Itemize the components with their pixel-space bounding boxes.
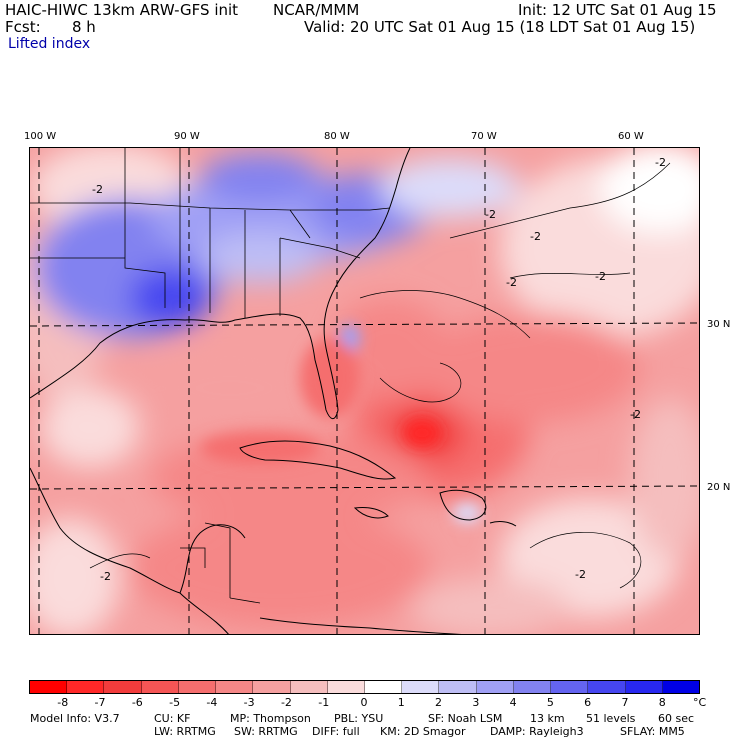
init-time: Init: 12 UTC Sat 01 Aug 15: [518, 1, 717, 19]
lon-label-90w: 90 W: [174, 131, 200, 142]
colorbar-tick-label: -1: [318, 696, 330, 709]
colorbar-segment: [364, 681, 403, 693]
field-detail: [200, 324, 481, 523]
colorbar-segment: [513, 681, 552, 693]
colorbar-segment: [476, 681, 514, 693]
colorbar-tick-label: 1: [397, 696, 405, 709]
surface-scheme: SF: Noah LSM: [428, 712, 503, 725]
colorbar-tick-label: 2: [435, 696, 443, 709]
forecast-label: Fcst:: [5, 18, 41, 36]
colorbar-segment: [662, 681, 699, 693]
colorbar-segment: [625, 681, 663, 693]
lifted-index-map: -2 -2 -2 -2 -2 -2 -2 -2 -2: [30, 148, 699, 634]
organization-label: NCAR/MMM: [273, 1, 360, 19]
colorbar-tick-label: -3: [243, 696, 255, 709]
contour-label: -2: [575, 568, 586, 581]
contour-label: -2: [530, 230, 541, 243]
model-version: Model Info: V3.7: [30, 712, 120, 725]
colorbar-segment: [439, 681, 477, 693]
colorbar-tick-label: -7: [94, 696, 106, 709]
colorbar-tick-label: 8: [658, 696, 666, 709]
contour-lines: [89, 162, 671, 589]
vertical-levels: 51 levels: [586, 712, 636, 725]
lon-label-80w: 80 W: [324, 131, 350, 142]
colorbar-tick-label: -5: [169, 696, 181, 709]
colorbar-segment: [551, 681, 589, 693]
diffusion-option: DIFF: full: [312, 725, 360, 738]
colorbar-tick-label: -4: [206, 696, 218, 709]
colorbar: [29, 680, 700, 694]
map-panel: -2 -2 -2 -2 -2 -2 -2 -2 -2: [29, 147, 700, 635]
contour-label: -2: [595, 270, 606, 283]
lon-label-60w: 60 W: [618, 131, 644, 142]
colorbar-segment: [327, 681, 365, 693]
lat-label-30n: 30 N: [707, 319, 731, 330]
colorbar-segment: [402, 681, 440, 693]
colorbar-tick-label: -8: [57, 696, 69, 709]
longwave-scheme: LW: RRTMG: [154, 725, 216, 738]
colorbar-unit: °C: [693, 696, 707, 709]
grid-spacing: 13 km: [530, 712, 565, 725]
colorbar-tick-label: -2: [280, 696, 292, 709]
pbl-scheme: PBL: YSU: [334, 712, 384, 725]
colorbar-segment: [216, 681, 254, 693]
contour-label: -2: [100, 570, 111, 583]
colorbar-segment: [253, 681, 291, 693]
colorbar-segment: [30, 681, 68, 693]
colorbar-tick-label: 4: [509, 696, 517, 709]
colorbar-tick-label: 6: [584, 696, 592, 709]
forecast-hours: 8 h: [72, 18, 96, 36]
contour-label: -2: [655, 156, 666, 169]
contour-label: -2: [485, 208, 496, 221]
km-option: KM: 2D Smagor: [380, 725, 466, 738]
shortwave-scheme: SW: RRTMG: [234, 725, 298, 738]
colorbar-tick-label: 5: [546, 696, 554, 709]
lat-lon-grid: [30, 148, 699, 634]
colorbar-tick-label: 0: [360, 696, 368, 709]
colorbar-segment: [290, 681, 328, 693]
model-title: HAIC-HIWC 13km ARW-GFS init: [5, 1, 239, 19]
contour-label: -2: [506, 276, 517, 289]
contour-label: -2: [630, 408, 641, 421]
colorbar-segment: [104, 681, 142, 693]
lon-label-100w: 100 W: [24, 131, 57, 142]
cumulus-scheme: CU: KF: [154, 712, 191, 725]
field-name: Lifted index: [8, 36, 91, 52]
microphysics-scheme: MP: Thompson: [230, 712, 311, 725]
colorbar-segment: [588, 681, 626, 693]
colorbar-segment: [178, 681, 217, 693]
lat-label-20n: 20 N: [707, 482, 731, 493]
surface-layer-option: SFLAY: MM5: [620, 725, 685, 738]
colorbar-segment: [67, 681, 105, 693]
contour-label: -2: [92, 183, 103, 196]
colorbar-segment: [141, 681, 179, 693]
colorbar-tick-label: 3: [472, 696, 480, 709]
damping-option: DAMP: Rayleigh3: [490, 725, 584, 738]
political-borders: [30, 148, 391, 604]
colorbar-tick-label: -6: [131, 696, 143, 709]
valid-time: Valid: 20 UTC Sat 01 Aug 15 (18 LDT Sat …: [304, 18, 696, 36]
coastlines: [30, 148, 517, 634]
colorbar-tick-label: 7: [621, 696, 629, 709]
lon-label-70w: 70 W: [471, 131, 497, 142]
time-step: 60 sec: [658, 712, 695, 725]
